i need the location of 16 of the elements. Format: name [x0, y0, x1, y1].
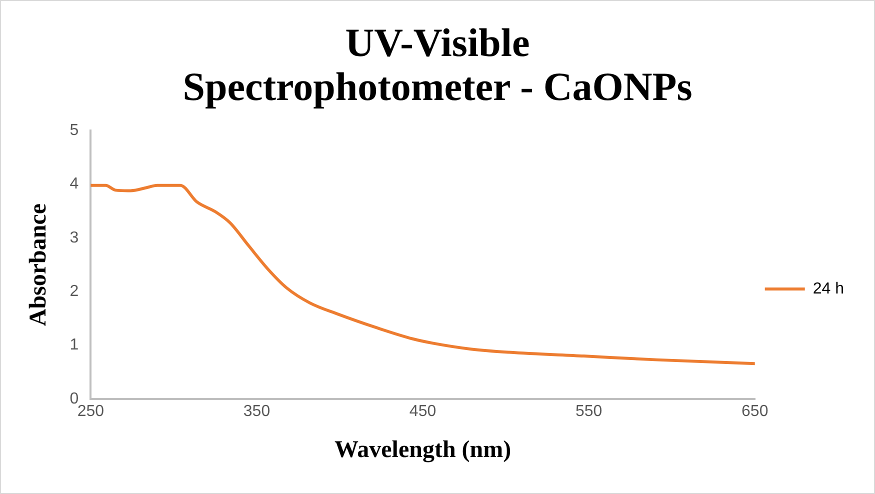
line-series [90, 184, 755, 366]
x-tick-label: 250 [77, 403, 104, 420]
y-axis-title: Absorbance [26, 203, 52, 326]
y-tick-label: 0 [70, 390, 79, 408]
x-tick-label: 650 [742, 403, 768, 420]
x-tick-label: 550 [575, 403, 602, 420]
x-tick-label: 450 [409, 403, 436, 420]
chart-title: UV-Visible Spectrophotometer - CaONPs [182, 20, 694, 109]
y-tick-label: 2 [70, 283, 79, 300]
x-tick-label: 350 [243, 403, 270, 420]
y-tick-label: 5 [70, 122, 79, 140]
y-tick-label: 1 [70, 336, 79, 354]
legend-label: 24 h [812, 280, 844, 298]
y-tick-label: 3 [70, 229, 79, 246]
y-tick-label: 4 [70, 176, 79, 193]
x-axis-title: Wavelength (nm) [334, 436, 512, 463]
